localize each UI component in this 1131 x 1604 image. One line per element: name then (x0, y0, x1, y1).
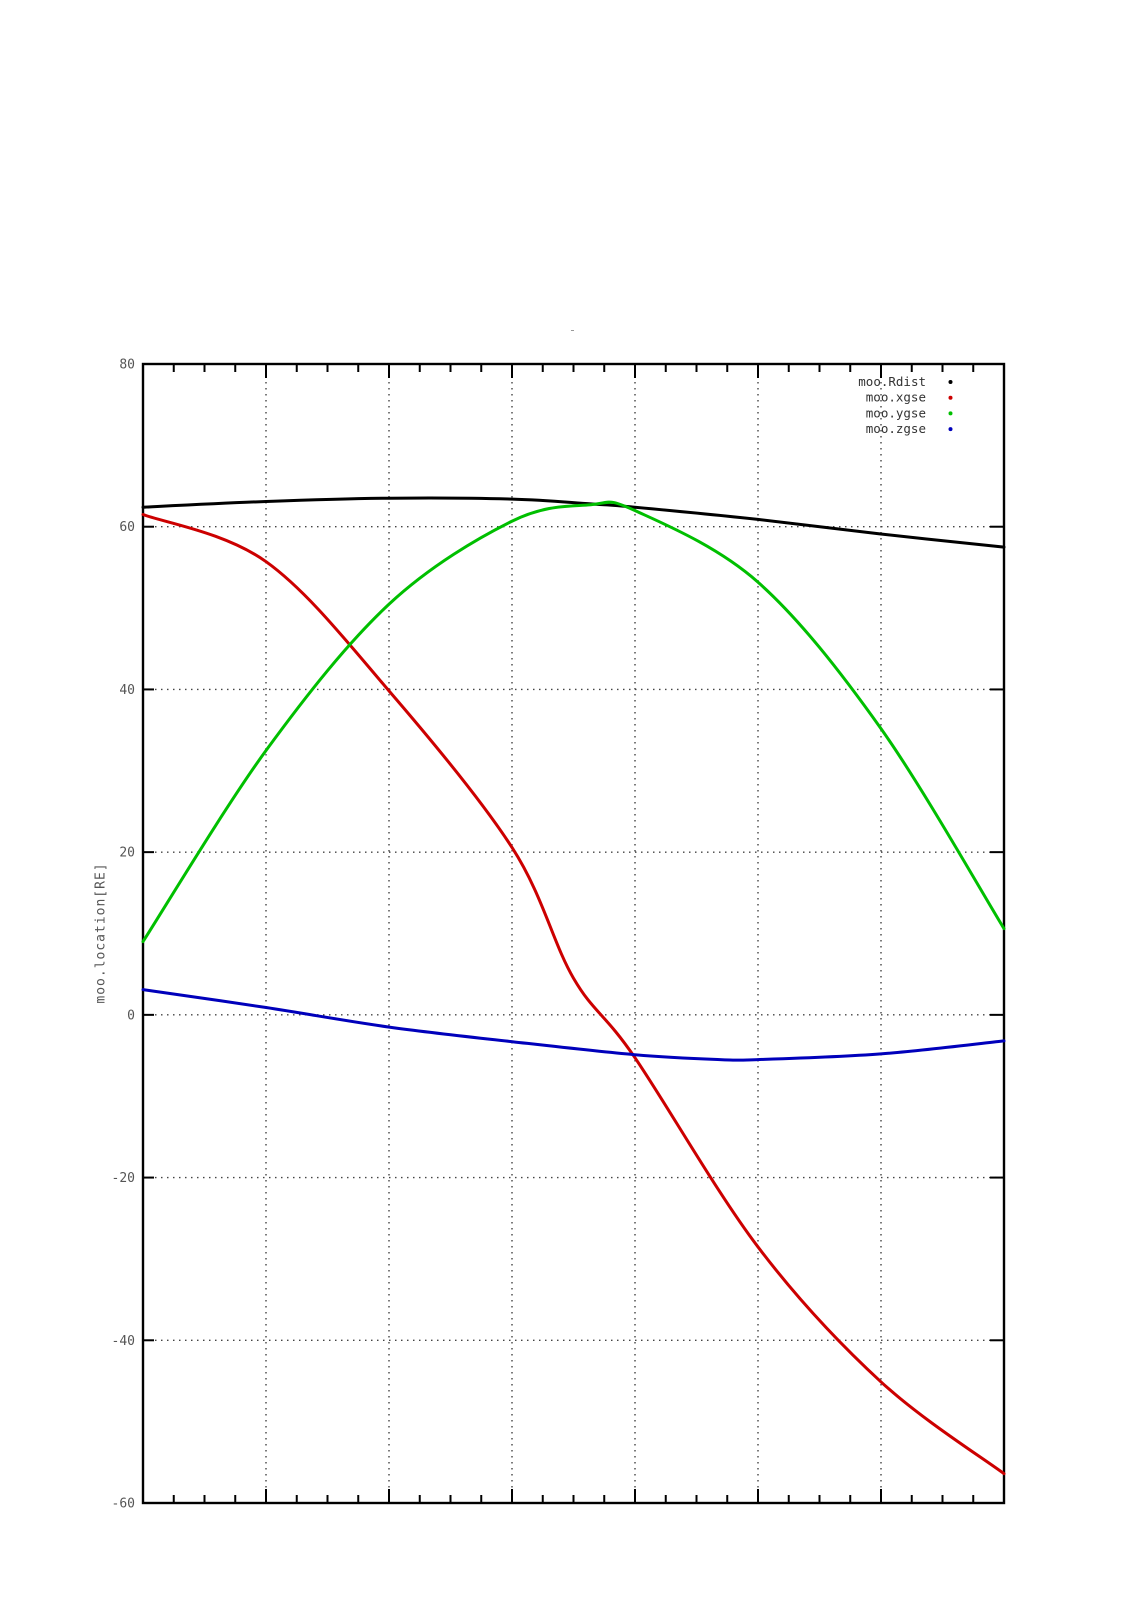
y-tick-label: 20 (119, 846, 135, 861)
legend-marker-moo.Rdist (948, 380, 953, 384)
axis-ticks (143, 363, 1004, 1504)
legend-label-moo.Rdist: moo.Rdist (858, 374, 926, 389)
y-tick-label: 80 (119, 358, 135, 373)
y-tick-label: 60 (119, 520, 135, 535)
y-axis-label: moo.location[RE] (93, 862, 109, 1004)
legend-label-moo.zgse: moo.zgse (866, 421, 926, 436)
gridlines (143, 364, 1004, 1503)
y-tick-label: 40 (119, 683, 135, 698)
curve-moo.ygse (141, 500, 1006, 944)
y-tick-labels: 80 60 40 20 0 -20 -40 -60 (112, 358, 135, 1512)
legend-marker-moo.xgse (948, 395, 953, 400)
y-tick-label: -20 (112, 1171, 135, 1186)
chart-title: - (568, 323, 578, 337)
legend-label-moo.ygse: moo.ygse (866, 405, 926, 420)
plot-frame (141, 362, 1006, 1505)
curve-moo.xgse (141, 513, 1006, 1476)
legend-marker-moo.ygse (948, 411, 953, 416)
legend-marker-moo.zgse (948, 427, 953, 432)
y-tick-label: -60 (112, 1497, 135, 1512)
legend-label-moo.xgse: moo.xgse (866, 390, 926, 405)
data-curves (141, 496, 1006, 1476)
y-tick-label: -40 (112, 1334, 135, 1349)
curve-moo.zgse (141, 988, 1006, 1062)
y-tick-label: 0 (127, 1008, 135, 1023)
